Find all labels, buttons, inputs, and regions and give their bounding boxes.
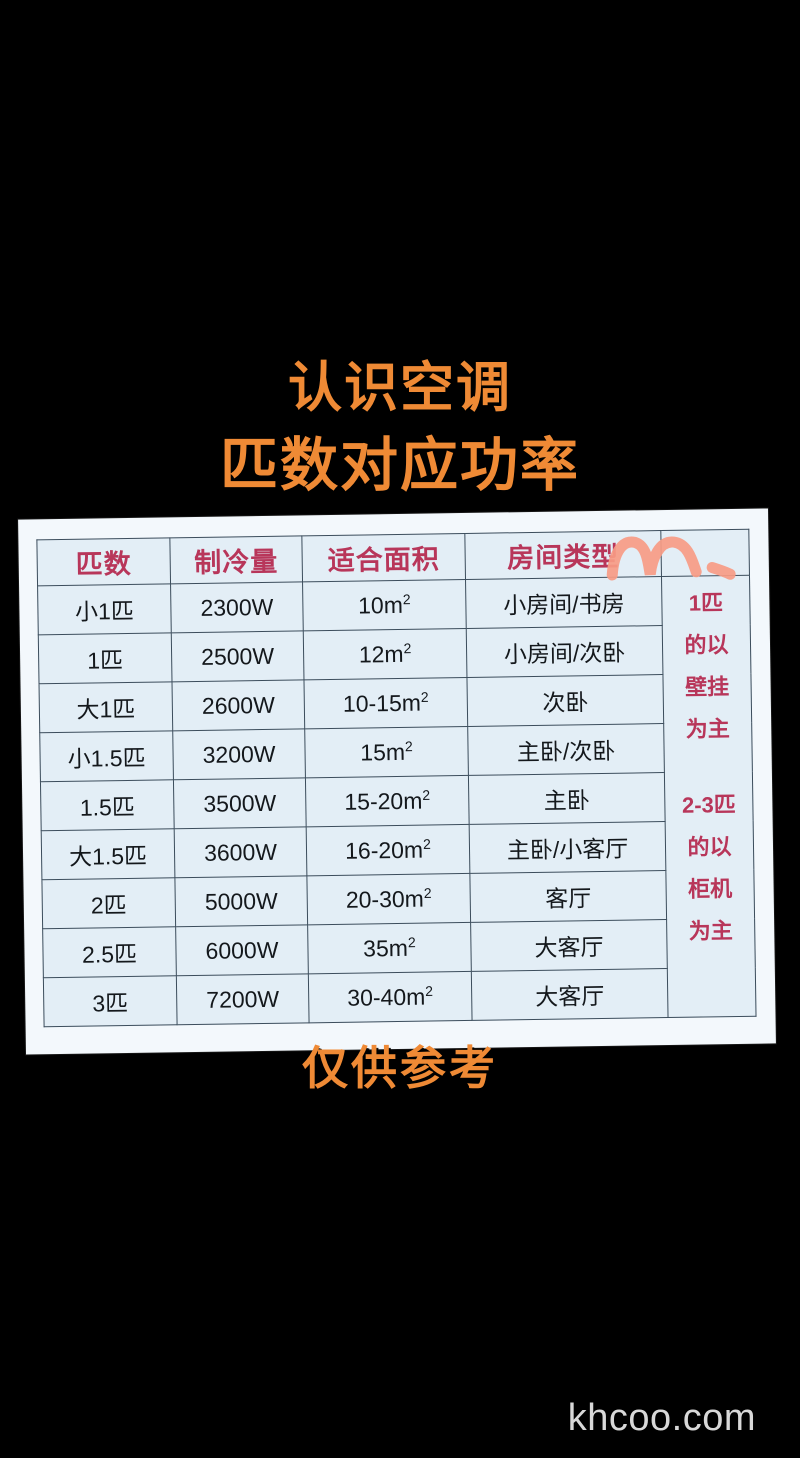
cell-room: 小房间/次卧 (466, 625, 663, 678)
cell-area: 10m2 (302, 579, 467, 631)
cell-power: 大1匹 (39, 681, 173, 733)
column-header-power: 匹数 (36, 537, 171, 586)
table-body: 小1匹 2300W 10m2 小房间/书房 1匹 的以 壁挂 为主 (37, 575, 757, 1027)
cell-room: 大客厅 (470, 919, 668, 972)
cell-room: 主卧 (468, 772, 666, 825)
note-line: 壁挂 (684, 674, 730, 700)
cell-cooling: 5000W (174, 875, 308, 927)
cell-power: 1.5匹 (40, 779, 175, 831)
note-group-wall-mounted: 1匹 的以 壁挂 为主 (664, 582, 749, 751)
note-line: 为主 (688, 918, 733, 944)
cell-room: 客厅 (469, 870, 667, 923)
cell-cooling: 2500W (171, 630, 304, 682)
cell-area: 15-20m2 (305, 775, 470, 827)
title-block: 认识空调 匹数对应功率 (0, 358, 800, 499)
ac-power-table: 匹数 制冷量 适合面积 房间类型 小1匹 2300W 10m2 小房间/书房 (36, 528, 757, 1028)
cell-room: 次卧 (466, 674, 664, 727)
note-line: 的以 (684, 632, 729, 658)
footer-disclaimer: 仅供参考 (302, 1042, 498, 1094)
cell-power: 1匹 (38, 632, 172, 684)
cell-cooling: 2600W (171, 679, 305, 731)
cell-room: 主卧/次卧 (467, 723, 665, 776)
cell-area: 16-20m2 (306, 824, 470, 876)
page-title-line-2: 匹数对应功率 (219, 433, 580, 499)
note-line: 柜机 (687, 876, 733, 902)
cell-area: 15m2 (304, 726, 469, 778)
cell-room: 小房间/书房 (465, 576, 663, 629)
cell-cooling: 6000W (175, 924, 309, 976)
table-card-inner: 匹数 制冷量 适合面积 房间类型 小1匹 2300W 10m2 小房间/书房 (36, 528, 757, 1036)
note-line: 2-3匹 (681, 791, 736, 818)
cell-power: 3匹 (43, 975, 178, 1027)
note-stack: 1匹 的以 壁挂 为主 2-3匹 的以 柜机 为主 (664, 576, 754, 1017)
cell-area: 10-15m2 (303, 677, 468, 729)
cell-power: 小1匹 (37, 583, 172, 635)
cell-cooling: 3500W (173, 777, 307, 829)
note-line: 的以 (687, 834, 732, 860)
note-group-cabinet: 2-3匹 的以 柜机 为主 (667, 784, 752, 953)
note-line: 为主 (685, 716, 730, 742)
cell-area: 12m2 (303, 628, 467, 680)
cell-cooling: 3200W (172, 728, 306, 780)
cell-area: 30-40m2 (308, 971, 473, 1023)
cell-room: 主卧/小客厅 (469, 821, 666, 874)
cell-cooling: 2300W (170, 581, 304, 633)
cell-room: 大客厅 (471, 968, 669, 1021)
cell-power: 2.5匹 (42, 926, 177, 978)
cell-cooling: 3600W (174, 826, 307, 878)
column-header-area: 适合面积 (301, 533, 466, 582)
note-column: 1匹 的以 壁挂 为主 2-3匹 的以 柜机 为主 (661, 575, 757, 1018)
page-title-line-1: 认识空调 (288, 358, 512, 418)
note-gap (708, 750, 709, 784)
table-row: 3匹 7200W 30-40m2 大客厅 (43, 967, 756, 1027)
watermark: khcoo.com (567, 1397, 756, 1439)
cell-power: 大1.5匹 (41, 828, 175, 880)
cell-power: 小1.5匹 (39, 730, 174, 782)
column-header-cooling: 制冷量 (169, 535, 303, 584)
column-header-note-spacer (660, 529, 750, 577)
table-card: 匹数 制冷量 适合面积 房间类型 小1匹 2300W 10m2 小房间/书房 (18, 508, 776, 1055)
cell-area: 20-30m2 (306, 873, 471, 925)
cell-cooling: 7200W (176, 973, 310, 1025)
cell-power: 2匹 (41, 877, 176, 929)
note-line: 1匹 (688, 590, 724, 616)
cell-area: 35m2 (307, 922, 472, 974)
column-header-room: 房间类型 (464, 530, 662, 580)
